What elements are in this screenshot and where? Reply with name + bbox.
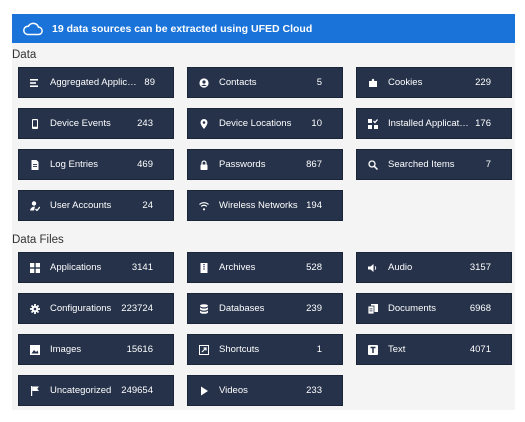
tile-count: 15616 [126, 344, 153, 355]
tile-wireless-networks[interactable]: Wireless Networks 194 [187, 190, 343, 221]
tile-count: 1 [316, 344, 322, 355]
tile-shortcuts[interactable]: Shortcuts 1 [187, 334, 343, 365]
tile-configurations[interactable]: Configurations 223724 [18, 293, 174, 324]
tile-label: Shortcuts [219, 344, 260, 355]
flag-icon [30, 385, 40, 396]
tile-label: Contacts [219, 77, 257, 88]
tile-documents[interactable]: Documents 6968 [356, 293, 512, 324]
tile-count: 5 [316, 77, 322, 88]
tile-count: 7 [485, 159, 491, 170]
tile-text[interactable]: Text 4071 [356, 334, 512, 365]
tile-count: 3157 [469, 262, 491, 273]
tile-count: 194 [306, 200, 322, 211]
tile-label: Wireless Networks [219, 200, 298, 211]
tile-label: Device Locations [219, 118, 292, 129]
image-icon [30, 344, 40, 355]
tile-label: Device Events [50, 118, 111, 129]
phone-icon [30, 118, 40, 129]
tile-label: Passwords [219, 159, 266, 170]
section-title-data-files: Data Files [12, 234, 64, 246]
tile-count: 867 [306, 159, 322, 170]
grid-icon [30, 262, 40, 273]
tile-count: 4071 [469, 344, 491, 355]
tile-images[interactable]: Images 15616 [18, 334, 174, 365]
tile-applications[interactable]: Applications 3141 [18, 252, 174, 283]
tile-databases[interactable]: Databases 239 [187, 293, 343, 324]
tile-contacts[interactable]: Contacts 5 [187, 67, 343, 98]
tile-label: Images [50, 344, 82, 355]
tile-label: User Accounts [50, 200, 112, 211]
tile-count: 24 [142, 200, 153, 211]
tile-count: 3141 [131, 262, 153, 273]
tile-label: Audio [388, 262, 413, 273]
tile-label: Text [388, 344, 406, 355]
tile-label: Videos [219, 385, 248, 396]
document-icon [30, 159, 40, 170]
search-icon [368, 159, 378, 170]
tile-cookies[interactable]: Cookies 229 [356, 67, 512, 98]
puzzle-icon [368, 78, 378, 88]
cloud-icon [23, 22, 43, 35]
tile-label: Cookies [388, 77, 423, 88]
tile-count: 249654 [121, 385, 153, 396]
list-icon [30, 78, 40, 88]
tile-count: 89 [144, 77, 155, 88]
tile-count: 176 [475, 118, 491, 129]
tile-count: 243 [137, 118, 153, 129]
tile-count: 233 [306, 385, 322, 396]
contact-icon [199, 77, 209, 88]
tile-installed-applications[interactable]: Installed Applications 176 [356, 108, 512, 139]
tile-uncategorized[interactable]: Uncategorized 249654 [18, 375, 174, 406]
play-icon [199, 386, 209, 396]
tile-audio[interactable]: Audio 3157 [356, 252, 512, 283]
documents-icon [368, 303, 378, 314]
tile-archives[interactable]: Archives 528 [187, 252, 343, 283]
tile-passwords[interactable]: Passwords 867 [187, 149, 343, 180]
tile-label: Aggregated Applications [50, 77, 138, 88]
tile-count: 10 [311, 118, 322, 129]
shortcut-icon [199, 344, 209, 355]
archive-icon [199, 262, 209, 273]
apps-icon [368, 118, 378, 129]
tile-user-accounts[interactable]: User Accounts 24 [18, 190, 174, 221]
tile-count: 229 [475, 77, 491, 88]
tile-count: 469 [137, 159, 153, 170]
gear-icon [30, 303, 40, 314]
database-icon [199, 303, 209, 314]
tile-label: Applications [50, 262, 102, 273]
tile-label: Databases [219, 303, 265, 314]
tile-videos[interactable]: Videos 233 [187, 375, 343, 406]
tile-label: Documents [388, 303, 437, 314]
tile-count: 6968 [469, 303, 491, 314]
tile-label: Archives [219, 262, 256, 273]
tile-device-events[interactable]: Device Events 243 [18, 108, 174, 139]
location-pin-icon [199, 118, 209, 129]
banner-text: 19 data sources can be extracted using U… [52, 22, 313, 35]
tile-count: 223724 [121, 303, 153, 314]
tile-label: Uncategorized [50, 385, 112, 396]
tile-aggregated-applications[interactable]: Aggregated Applications 89 [18, 67, 174, 98]
user-account-icon [30, 200, 40, 211]
lock-icon [199, 159, 209, 170]
tile-count: 528 [306, 262, 322, 273]
wifi-icon [199, 201, 209, 211]
section-title-data: Data [12, 49, 37, 61]
tile-count: 239 [306, 303, 322, 314]
tile-label: Configurations [50, 303, 112, 314]
tile-device-locations[interactable]: Device Locations 10 [187, 108, 343, 139]
tile-searched-items[interactable]: Searched Items 7 [356, 149, 512, 180]
text-icon [368, 344, 378, 355]
tile-label: Searched Items [388, 159, 455, 170]
tile-log-entries[interactable]: Log Entries 469 [18, 149, 174, 180]
speaker-icon [368, 263, 378, 273]
tile-label: Installed Applications [388, 118, 470, 129]
ufed-cloud-banner: 19 data sources can be extracted using U… [12, 14, 515, 43]
tile-label: Log Entries [50, 159, 99, 170]
